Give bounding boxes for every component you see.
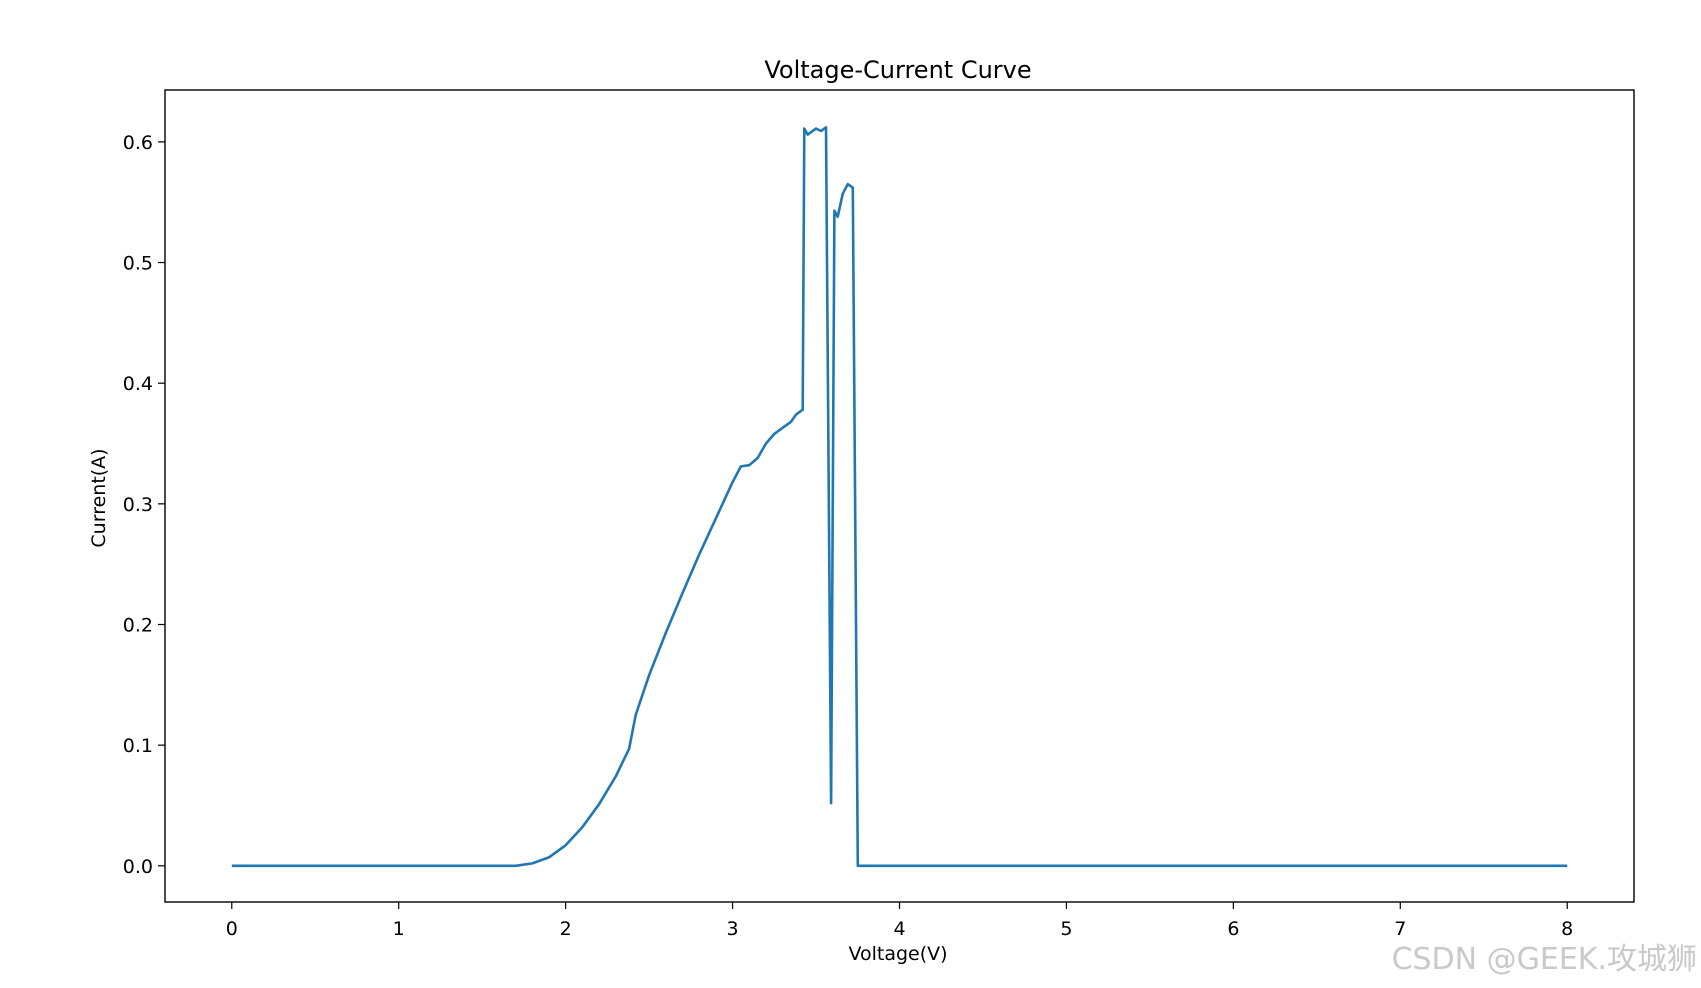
x-axis-ticks: 0 1 2 3 4 5 6 7 8 [226, 902, 1573, 940]
y-tick-label: 0.1 [123, 735, 153, 757]
y-axis-ticks: 0.0 0.1 0.2 0.3 0.4 0.5 0.6 [123, 132, 165, 878]
plot-frame [164, 89, 1635, 903]
y-tick-label: 0.2 [123, 614, 153, 636]
watermark: CSDN @GEEK.攻城狮 [1392, 942, 1697, 977]
x-tick-label: 4 [893, 918, 905, 940]
chart-title: Voltage-Current Curve [764, 56, 1031, 84]
x-tick-label: 6 [1227, 918, 1239, 940]
x-tick-label: 3 [727, 918, 739, 940]
y-axis-label: Current(A) [88, 448, 110, 547]
x-axis-label: Voltage(V) [848, 943, 947, 965]
y-tick-label: 0.5 [123, 253, 153, 275]
x-tick-label: 5 [1060, 918, 1072, 940]
x-tick-label: 7 [1394, 918, 1406, 940]
series-line [231, 126, 1568, 868]
x-tick-label: 1 [393, 918, 405, 940]
y-tick-label: 0.3 [123, 494, 153, 516]
x-tick-label: 2 [560, 918, 572, 940]
y-tick-label: 0.4 [123, 373, 153, 395]
y-tick-label: 0.6 [123, 132, 153, 154]
x-tick-label: 0 [226, 918, 238, 940]
y-tick-label: 0.0 [123, 856, 153, 878]
x-tick-label: 8 [1561, 918, 1573, 940]
